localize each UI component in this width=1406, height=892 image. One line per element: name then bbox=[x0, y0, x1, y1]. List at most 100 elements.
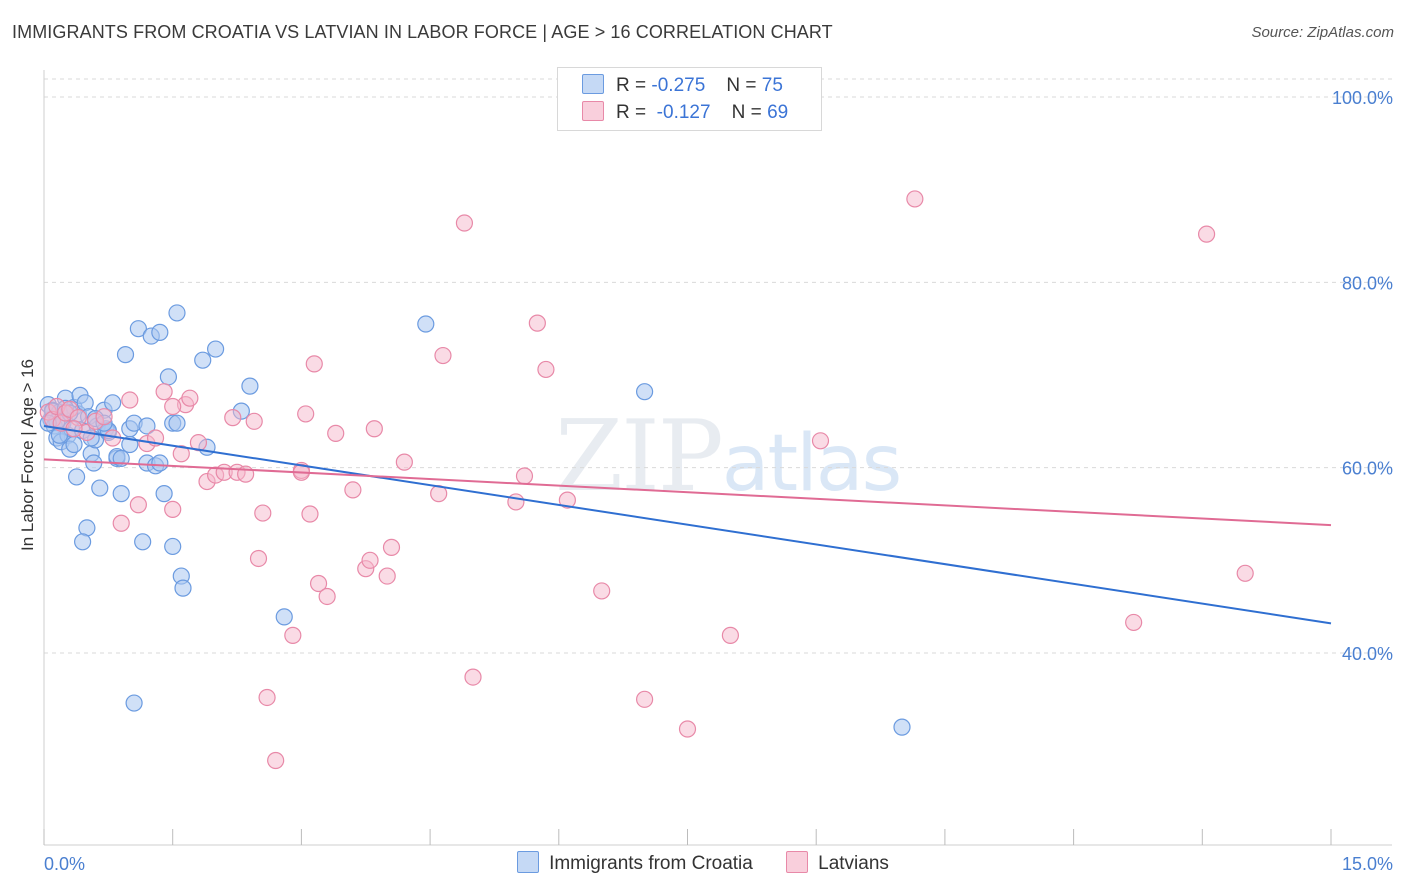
latvian-point bbox=[1197, 225, 1216, 243]
latvian-point bbox=[434, 346, 452, 365]
croatia-point bbox=[207, 340, 225, 358]
croatia-point bbox=[125, 694, 143, 712]
croatia-point bbox=[159, 368, 178, 386]
croatia-point bbox=[74, 533, 92, 551]
n-label: N = bbox=[726, 75, 757, 96]
r-value: -0.127 bbox=[656, 102, 711, 123]
y-tick-label: 80.0% bbox=[1342, 273, 1393, 293]
croatia-point bbox=[65, 435, 83, 454]
n-value: 75 bbox=[761, 75, 783, 96]
stats-row-latvian: R = -0.127 N = 69 bbox=[582, 101, 788, 127]
croatia-point bbox=[893, 718, 911, 736]
axes bbox=[43, 70, 1392, 846]
trend-lines bbox=[43, 424, 1332, 625]
latvian-swatch bbox=[582, 101, 604, 121]
latvian-point bbox=[327, 424, 345, 442]
croatia-point bbox=[138, 417, 156, 435]
latvian-point bbox=[558, 491, 576, 509]
stats-legend: R = -0.275 N = 75 R = -0.127 N = 69 bbox=[557, 67, 822, 131]
latvian-point bbox=[318, 587, 336, 606]
latvian-legend-swatch bbox=[786, 851, 809, 873]
latvian-point bbox=[1236, 564, 1254, 582]
latvian-point bbox=[284, 626, 302, 644]
croatia-point bbox=[168, 304, 186, 322]
croatia-point bbox=[241, 377, 259, 395]
croatia-point bbox=[275, 608, 293, 626]
latvian-point bbox=[305, 355, 323, 373]
croatia-point bbox=[129, 320, 147, 338]
latvian-point bbox=[361, 551, 379, 569]
croatia-point bbox=[417, 315, 435, 333]
croatia-point bbox=[194, 351, 212, 369]
tick-labels: 40.0% 60.0% 80.0% 100.0% 0.0% 15.0% bbox=[44, 88, 1393, 874]
croatia-swatch bbox=[582, 74, 604, 94]
latvian-point bbox=[112, 514, 130, 532]
latvian-point bbox=[181, 389, 199, 407]
croatia-point bbox=[91, 479, 109, 497]
r-value: -0.275 bbox=[651, 75, 706, 96]
legend-item-latvian[interactable]: Latvians bbox=[786, 851, 889, 875]
latvian-point bbox=[635, 690, 654, 708]
series-legend: Immigrants from Croatia Latvians bbox=[0, 851, 1406, 875]
y-tick-label: 100.0% bbox=[1332, 88, 1393, 108]
latvian-point bbox=[249, 549, 268, 568]
latvian-point bbox=[528, 314, 546, 332]
n-value: 69 bbox=[767, 102, 789, 123]
y-tick-label: 40.0% bbox=[1342, 644, 1393, 664]
watermark: ZIPatlas bbox=[555, 400, 902, 514]
legend-item-croatia[interactable]: Immigrants from Croatia bbox=[517, 851, 753, 875]
latvian-point bbox=[593, 582, 611, 600]
latvian-point bbox=[382, 538, 401, 556]
croatia-point bbox=[116, 346, 135, 364]
latvian-point bbox=[515, 467, 534, 485]
latvian-point bbox=[378, 567, 396, 585]
latvian-point bbox=[678, 720, 697, 738]
chart-title: IMMIGRANTS FROM CROATIA VS LATVIAN IN LA… bbox=[12, 22, 833, 42]
croatia-point bbox=[168, 414, 186, 432]
latvian-point bbox=[164, 397, 182, 416]
latvian-point bbox=[254, 504, 272, 522]
latvian-point bbox=[297, 405, 315, 423]
latvian-point bbox=[1125, 613, 1143, 632]
stats-row-croatia: R = -0.275 N = 75 bbox=[582, 74, 783, 100]
latvian-point bbox=[811, 432, 830, 450]
croatia-trend-line bbox=[43, 424, 1332, 625]
latvian-point bbox=[344, 481, 362, 499]
latvian-point bbox=[507, 493, 525, 511]
latvian-point bbox=[164, 500, 182, 518]
croatia-point bbox=[164, 537, 182, 556]
croatia-point bbox=[112, 485, 130, 503]
watermark-atlas: atlas bbox=[721, 419, 902, 509]
latvian-points bbox=[39, 190, 1254, 770]
croatia-point bbox=[174, 579, 192, 597]
latvian-point bbox=[129, 496, 147, 514]
latvian-point bbox=[95, 408, 113, 426]
latvian-point bbox=[245, 412, 263, 430]
croatia-point bbox=[134, 533, 152, 551]
x-tick-label-max: 15.0% bbox=[1342, 854, 1393, 874]
latvian-point bbox=[906, 190, 924, 208]
croatia-point bbox=[151, 323, 169, 341]
croatia-point bbox=[104, 394, 122, 412]
latvian-point bbox=[172, 445, 190, 463]
watermark-zip: ZIP bbox=[555, 400, 724, 514]
latvian-point bbox=[155, 383, 173, 401]
croatia-point bbox=[151, 454, 169, 472]
latvian-point bbox=[464, 668, 482, 686]
legend-label-croatia: Immigrants from Croatia bbox=[549, 853, 753, 874]
latvian-trend-line bbox=[43, 458, 1332, 527]
legend-label-latvian: Latvians bbox=[818, 853, 889, 874]
r-label: R = bbox=[616, 75, 647, 96]
croatia-legend-swatch bbox=[517, 851, 540, 873]
latvian-point bbox=[537, 360, 555, 379]
latvian-point bbox=[267, 751, 285, 770]
latvian-point bbox=[121, 391, 139, 409]
latvian-point bbox=[365, 420, 383, 438]
latvian-point bbox=[258, 688, 276, 707]
r-label: R = bbox=[616, 102, 647, 123]
latvian-point bbox=[395, 453, 413, 471]
latvian-point bbox=[301, 505, 319, 523]
latvian-point bbox=[224, 409, 242, 427]
croatia-point bbox=[68, 468, 86, 486]
